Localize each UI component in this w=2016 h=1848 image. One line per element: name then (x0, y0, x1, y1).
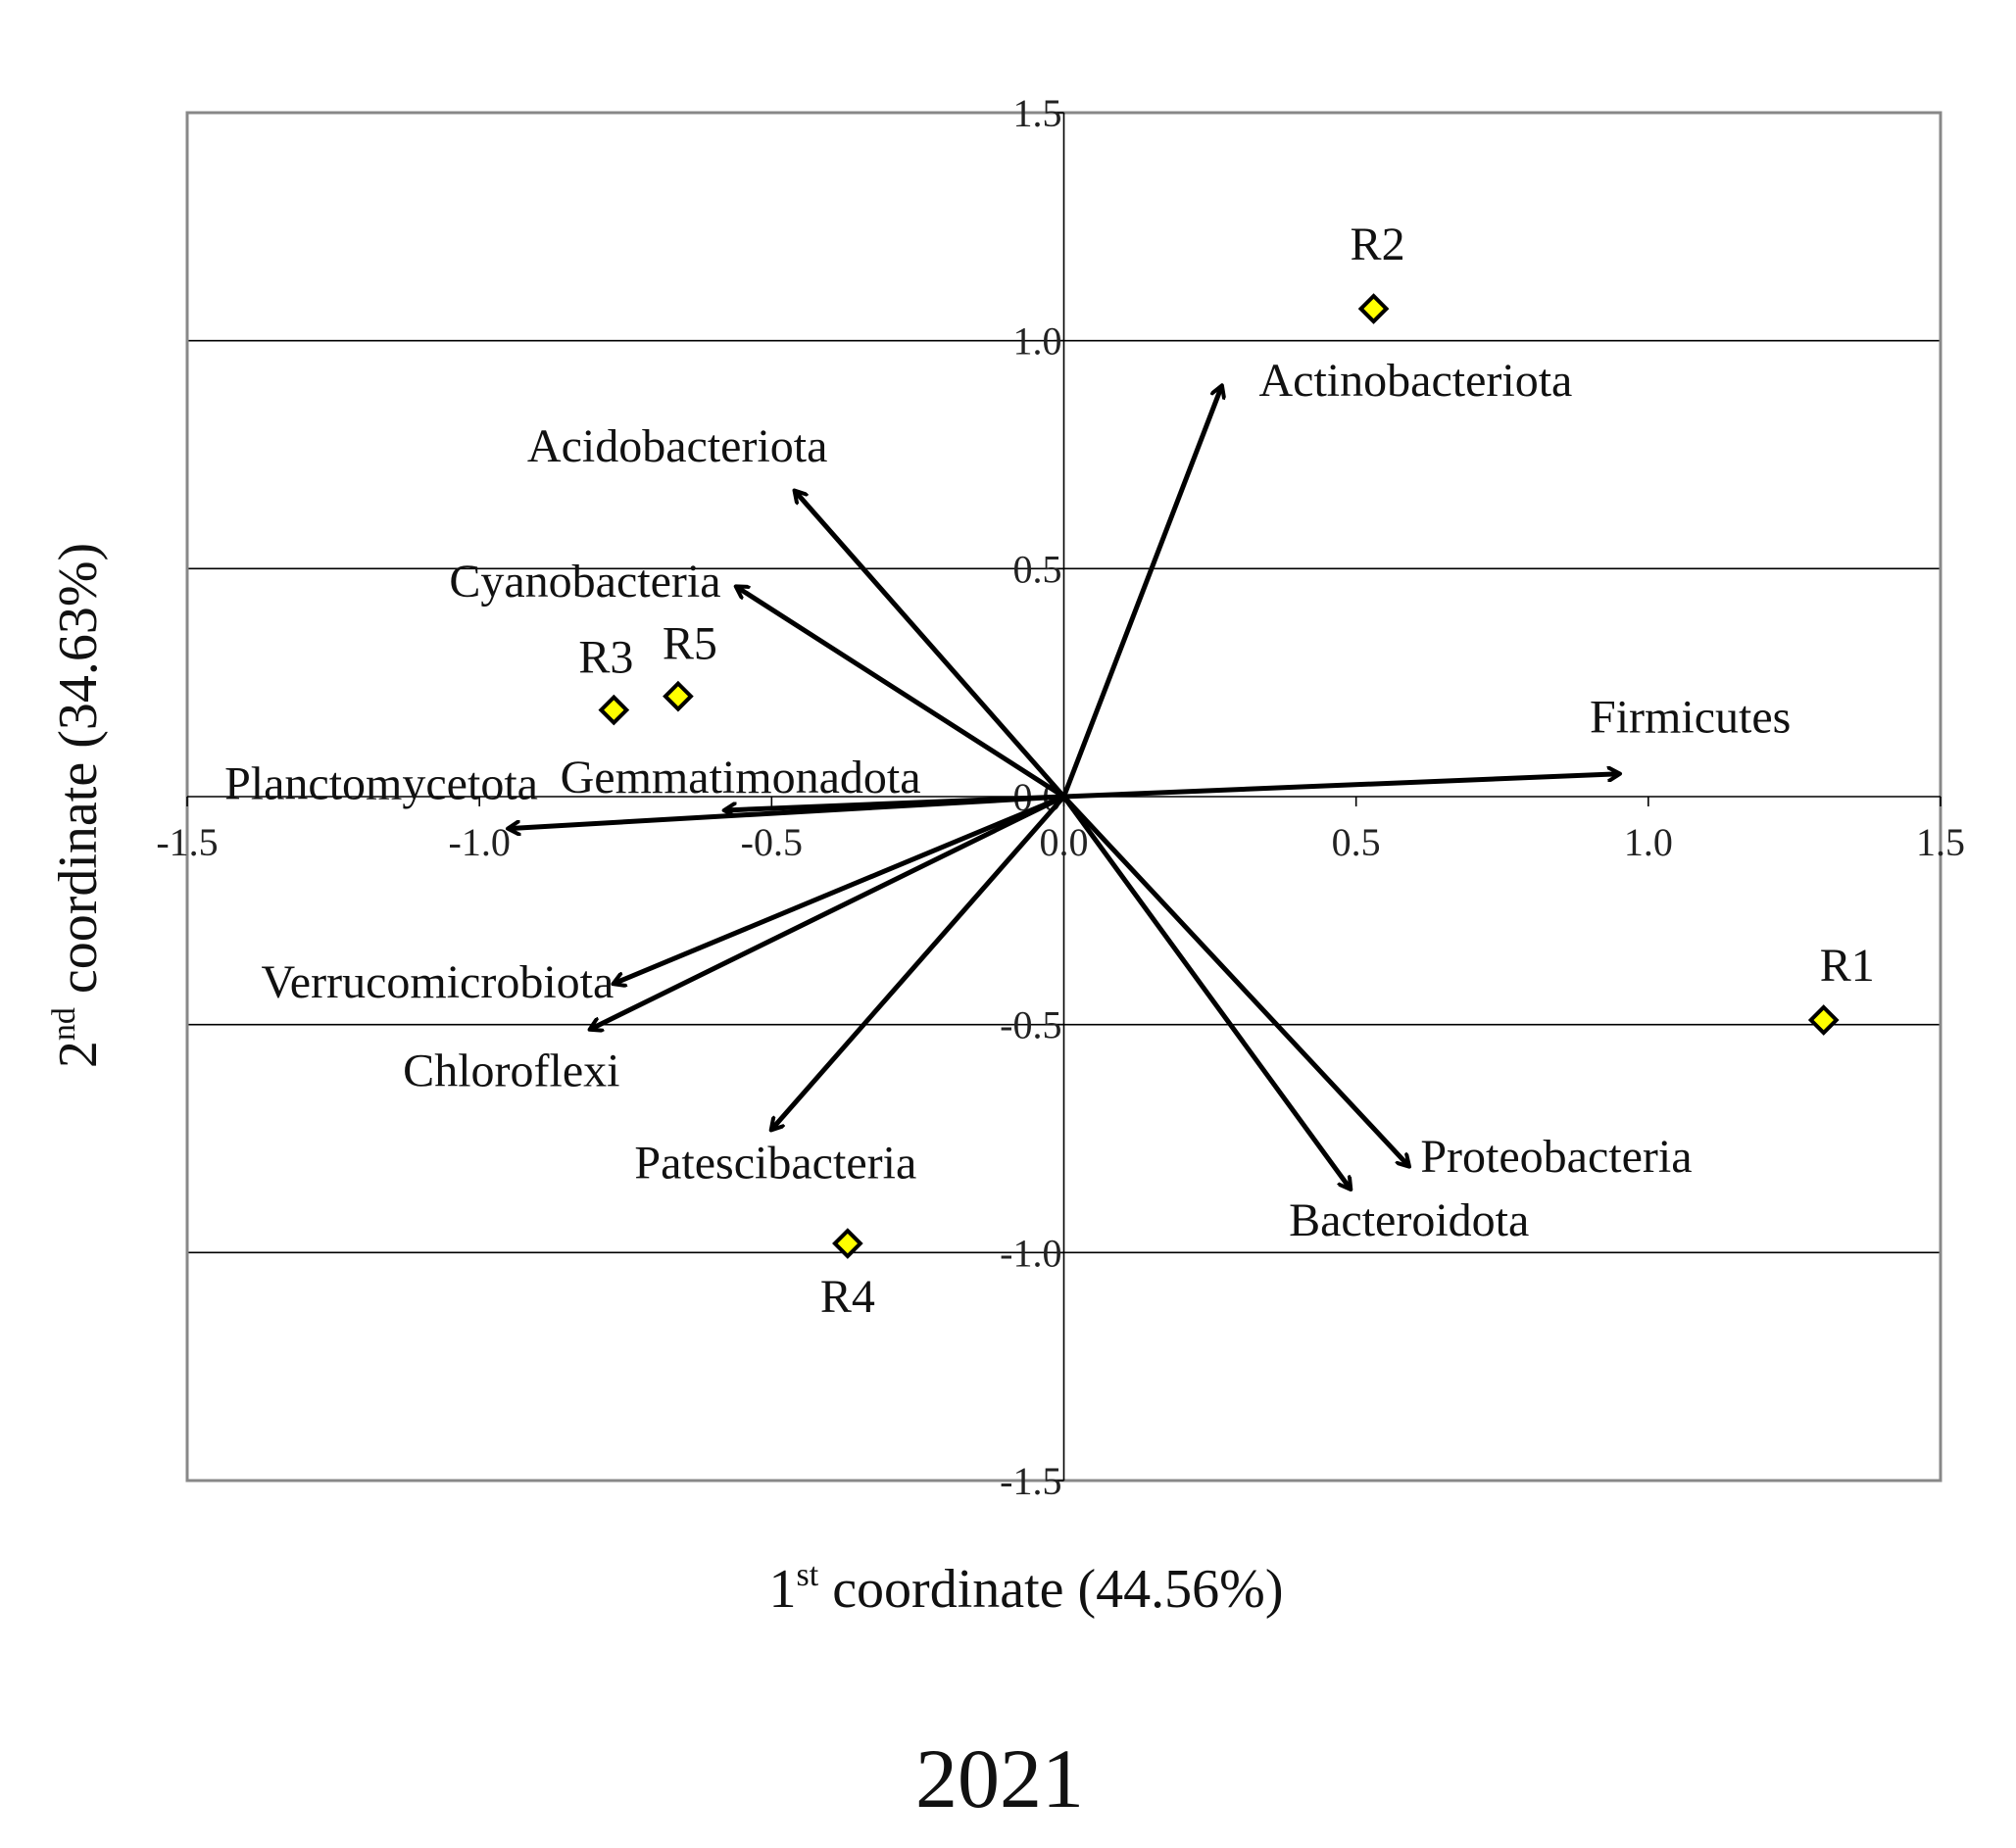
y-tick-label: 1.5 (1013, 91, 1062, 135)
y-tick-label: 0.5 (1013, 547, 1062, 591)
vector-label: Firmicutes (1590, 692, 1791, 744)
y-tick-label: 1.0 (1013, 319, 1062, 364)
x-tick-label: 1.5 (1916, 820, 1965, 864)
point-label: R4 (820, 1271, 875, 1323)
chart-title: 2021 (915, 1731, 1084, 1825)
vector-label: Proteobacteria (1420, 1131, 1692, 1183)
vector-label: Bacteroidota (1289, 1194, 1529, 1246)
point-label: R3 (578, 632, 633, 684)
vector-arrow (795, 491, 1066, 799)
point-marker (1357, 293, 1390, 324)
x-tick-label: 0.0 (1040, 820, 1089, 864)
x-tick-label: 1.0 (1624, 820, 1673, 864)
vector-arrow (509, 794, 1064, 829)
x-tick-label: 0.5 (1332, 820, 1381, 864)
vector-label: Patescibacteria (634, 1138, 916, 1190)
vector-label: Acidobacteriota (527, 420, 828, 472)
point-marker (598, 694, 630, 726)
vectors: Actinobacteriota Acidobacteriota Cyanobact… (224, 355, 1791, 1246)
vector-label: Verrucomicrobiota (261, 956, 614, 1008)
tick-labels: -1.5 -1.0 -0.5 0.0 0.5 1.0 1.51.51.00.50.0-0.5… (156, 91, 1965, 1503)
y-tick-label: -0.5 (1000, 1003, 1061, 1047)
vector-label: Actinobacteriota (1259, 355, 1573, 407)
vector-label: Planctomycetota (224, 758, 538, 810)
vector-arrow (1063, 774, 1620, 800)
vector-arrow (737, 587, 1065, 800)
point-marker (663, 680, 694, 712)
y-tick-label: -1.5 (1000, 1459, 1061, 1503)
vector-arrow (771, 795, 1066, 1130)
y-axis-title: 2nd coordinate (34.63%) (46, 543, 109, 1068)
point-label: R1 (1820, 940, 1875, 992)
vector-label: Chloroflexi (403, 1045, 619, 1096)
vector-arrow (590, 794, 1065, 1029)
vector-arrow (614, 794, 1065, 984)
point-label: R2 (1351, 219, 1405, 270)
vector-label: Cyanobacteria (449, 556, 720, 608)
vector-arrow (1061, 386, 1222, 798)
points: R1 R2 R3 R4 R5 (578, 219, 1874, 1323)
x-tick-label: -0.5 (741, 820, 803, 864)
x-axis-title: 1st coordinate (44.56%) (769, 1557, 1284, 1620)
x-tick-label: -1.5 (156, 820, 218, 864)
x-tick-label: -1.0 (449, 820, 511, 864)
vector-arrow (1061, 795, 1351, 1189)
vector-arrow (1061, 795, 1409, 1166)
y-tick-label: -1.0 (1000, 1231, 1061, 1275)
point-marker (832, 1228, 863, 1259)
point-label: R5 (663, 618, 717, 670)
vector-label: Gemmatimonadota (561, 752, 921, 803)
point-marker (1807, 1004, 1840, 1036)
